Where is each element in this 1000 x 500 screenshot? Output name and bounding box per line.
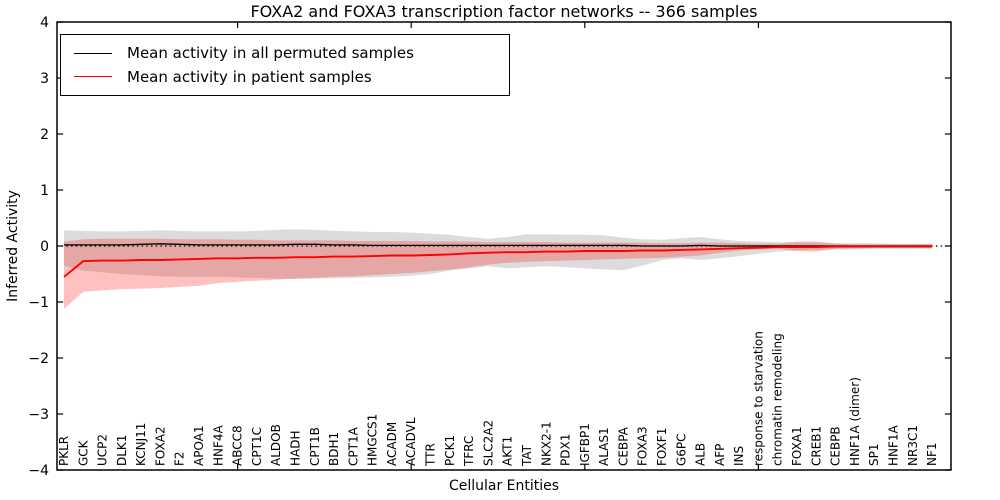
y-tick-label: 3 (40, 71, 49, 87)
x-category-label: HNF1A (dimer) (848, 377, 862, 466)
x-category-label: HNF1A (887, 424, 901, 466)
x-category-label: F2 (173, 451, 187, 466)
mean-permuted-line (64, 243, 932, 247)
x-category-label: TAT (520, 444, 534, 467)
y-axis-label: Inferred Activity (5, 190, 21, 302)
gray-band (64, 229, 932, 279)
x-category-labels: PKLR GCK UCP2 DLK1 KCNJ11 FOXA2 F2 APOA1 HNF4A AB… (57, 331, 939, 467)
x-category-label: CPT1A (346, 426, 360, 466)
x-category-label: PKLR (57, 436, 71, 466)
y-tick-label: −2 (28, 351, 49, 367)
x-category-label: FOXF1 (655, 428, 669, 466)
x-category-label: HADH (289, 431, 303, 467)
x-category-label: IGFBP1 (578, 423, 592, 466)
y-tick-label: 0 (40, 239, 49, 255)
x-category-label: CPT1B (308, 427, 322, 466)
x-category-label: UCP2 (96, 434, 110, 466)
x-category-label: CREB1 (809, 426, 823, 466)
x-category-label: ABCC8 (231, 425, 245, 466)
y-tick-label: 2 (40, 127, 49, 143)
x-category-label: FOXA3 (636, 426, 650, 466)
x-category-label: KCNJ11 (134, 423, 148, 466)
y-tick-label: −1 (28, 295, 49, 311)
x-category-label: AFP (713, 444, 727, 466)
x-category-label: SLC2A2 (481, 420, 495, 466)
x-category-label: NR3C1 (906, 425, 920, 466)
legend-label-patient: Mean activity in patient samples (127, 67, 372, 86)
legend-black-line-sample (74, 52, 112, 54)
x-category-label: ALB (694, 443, 708, 466)
x-category-label: ACADVL (404, 417, 418, 466)
x-category-label: CPT1C (250, 427, 264, 466)
legend: Mean activity in all permuted samples Me… (60, 34, 510, 96)
x-axis-label: Cellular Entities (448, 478, 560, 494)
x-category-label: ALAS1 (597, 427, 611, 466)
y-ticks: 4 3 2 1 0 −1 −2 −3 −4 (28, 15, 951, 479)
x-category-label: ACADM (385, 422, 399, 466)
x-category-label: PDX1 (559, 434, 573, 466)
x-category-label: FOXA1 (790, 426, 804, 466)
x-category-label: TFRC (462, 436, 476, 467)
x-category-label: AKT1 (501, 436, 515, 466)
x-category-label: ALDOB (269, 424, 283, 466)
x-ticks (237, 22, 760, 470)
y-tick-label: 4 (40, 15, 49, 31)
x-category-label: SP1 (867, 444, 881, 467)
y-tick-label: −3 (28, 407, 49, 423)
y-tick-label: 1 (40, 183, 49, 199)
x-category-label: response to starvation (751, 331, 765, 466)
chart-title: FOXA2 and FOXA3 transcription factor net… (250, 2, 758, 21)
x-category-label: GCK (76, 439, 90, 466)
legend-label-permuted: Mean activity in all permuted samples (127, 44, 414, 62)
x-category-label: NKX2-1 (539, 421, 553, 466)
x-category-label: TTR (424, 443, 438, 467)
x-category-label: DLK1 (115, 435, 129, 466)
mean-patient-line (63, 245, 932, 278)
red-band (64, 238, 932, 309)
x-category-label: INS (732, 446, 746, 466)
x-category-label: HNF4A (211, 424, 225, 466)
x-category-label: BDH1 (327, 432, 341, 466)
x-category-label: HMGCS1 (366, 414, 380, 466)
x-category-label: FOXA2 (153, 426, 167, 466)
y-tick-label: −4 (28, 463, 49, 479)
x-category-label: NF1 (925, 442, 939, 466)
legend-red-line-sample (74, 76, 112, 78)
x-category-label: CEBPA (616, 426, 630, 466)
legend-item-patient: Mean activity in patient samples (61, 67, 509, 86)
x-category-label: G6PC (674, 433, 688, 466)
x-category-label: APOA1 (192, 425, 206, 466)
x-category-label: CEBPB (829, 426, 843, 466)
legend-item-permuted: Mean activity in all permuted samples (61, 45, 509, 62)
x-category-label: chromatin remodeling (771, 333, 785, 466)
x-category-label: PCK1 (443, 435, 457, 466)
